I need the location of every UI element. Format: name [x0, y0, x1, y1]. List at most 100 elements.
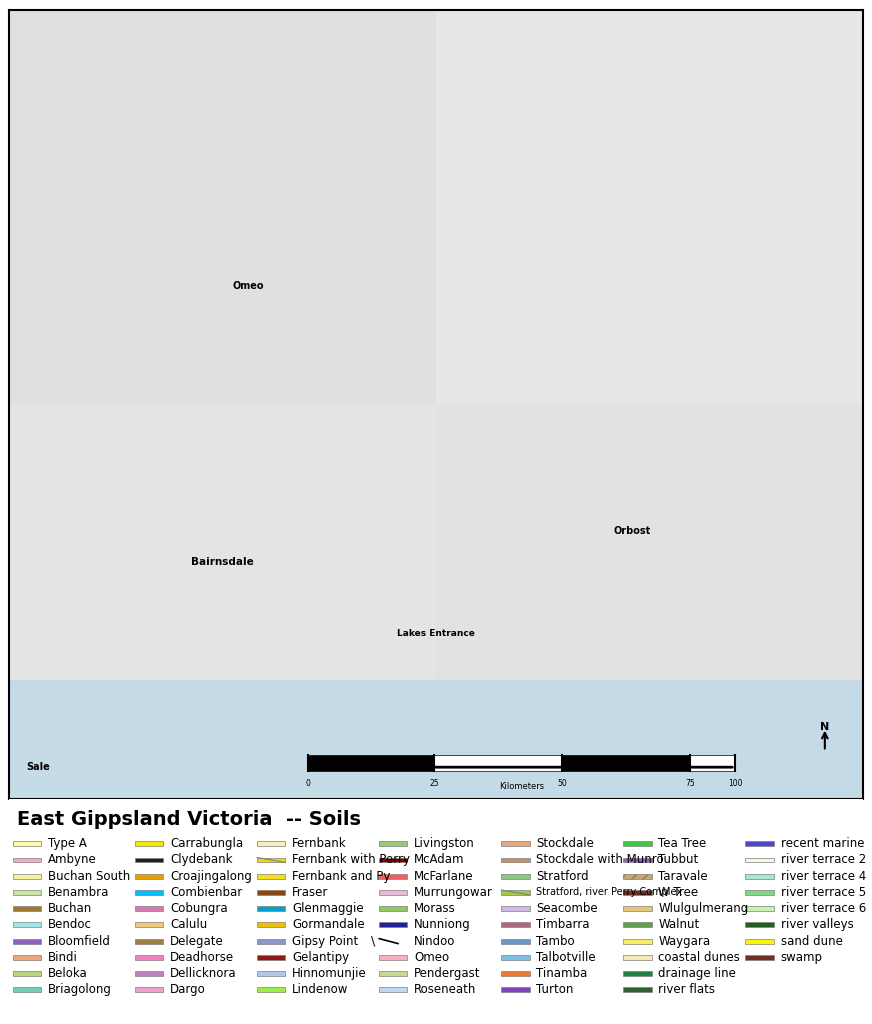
Text: Livingston: Livingston — [414, 838, 475, 850]
Bar — [135, 939, 163, 943]
Text: Fernbank: Fernbank — [292, 838, 347, 850]
Bar — [501, 873, 529, 879]
Bar — [257, 906, 285, 911]
Text: \: \ — [371, 935, 375, 947]
Text: 75: 75 — [685, 779, 695, 788]
Bar — [13, 954, 41, 959]
Text: Stratford, river Perry Complex: Stratford, river Perry Complex — [536, 888, 683, 897]
Bar — [13, 939, 41, 943]
Bar — [257, 842, 285, 846]
Text: Buchan: Buchan — [48, 902, 92, 915]
Text: Fernbank and Py: Fernbank and Py — [292, 869, 391, 883]
Bar — [257, 923, 285, 928]
Bar — [746, 923, 773, 928]
Bar — [9, 680, 863, 799]
Text: swamp: swamp — [780, 951, 822, 964]
Text: Fraser: Fraser — [292, 886, 329, 899]
Text: river valleys: river valleys — [780, 919, 854, 932]
Text: Gipsy Point: Gipsy Point — [292, 935, 358, 947]
Bar — [746, 906, 773, 911]
Bar — [135, 890, 163, 895]
Bar — [501, 906, 529, 911]
Text: Dargo: Dargo — [170, 983, 206, 996]
Bar — [623, 987, 651, 992]
Text: W Tree: W Tree — [658, 886, 698, 899]
Bar — [379, 971, 407, 976]
Bar — [257, 971, 285, 976]
Text: McFarlane: McFarlane — [414, 869, 473, 883]
Bar — [135, 842, 163, 846]
Bar — [501, 842, 529, 846]
Text: Combienbar: Combienbar — [170, 886, 242, 899]
Text: river flats: river flats — [658, 983, 715, 996]
Text: Beloka: Beloka — [48, 967, 88, 980]
Bar — [379, 923, 407, 928]
Text: Bendoc: Bendoc — [48, 919, 92, 932]
Bar — [257, 987, 285, 992]
Text: Waygara: Waygara — [658, 935, 711, 947]
Text: Omeo: Omeo — [414, 951, 449, 964]
Text: Clydebank: Clydebank — [170, 853, 233, 866]
Bar — [623, 857, 651, 862]
Bar — [501, 954, 529, 959]
Text: Tambo: Tambo — [536, 935, 575, 947]
Bar — [501, 923, 529, 928]
Text: Walnut: Walnut — [658, 919, 699, 932]
Text: Benambra: Benambra — [48, 886, 109, 899]
Bar — [257, 873, 285, 879]
Text: Ambyne: Ambyne — [48, 853, 97, 866]
Text: 25: 25 — [430, 779, 439, 788]
Bar — [135, 954, 163, 959]
Text: Bairnsdale: Bairnsdale — [191, 557, 254, 567]
Bar — [135, 857, 163, 862]
Bar — [13, 890, 41, 895]
Text: Carrabungla: Carrabungla — [170, 838, 243, 850]
Bar — [379, 857, 407, 862]
Text: Type A: Type A — [48, 838, 87, 850]
Bar — [379, 890, 407, 895]
Text: Gormandale: Gormandale — [292, 919, 364, 932]
Text: Morass: Morass — [414, 902, 456, 915]
Text: 100: 100 — [728, 779, 742, 788]
Text: Kilometers: Kilometers — [499, 782, 544, 791]
Bar — [379, 906, 407, 911]
Text: Talbotville: Talbotville — [536, 951, 596, 964]
Text: river terrace 2: river terrace 2 — [780, 853, 866, 866]
Bar — [379, 987, 407, 992]
Text: sand dune: sand dune — [780, 935, 842, 947]
Text: Tinamba: Tinamba — [536, 967, 588, 980]
Bar — [623, 873, 651, 879]
Text: Gelantipy: Gelantipy — [292, 951, 350, 964]
Text: East Gippsland Victoria  -- Soils: East Gippsland Victoria -- Soils — [17, 810, 361, 829]
Text: Sale: Sale — [26, 762, 50, 772]
Text: Orbost: Orbost — [614, 525, 651, 536]
Bar — [623, 890, 651, 895]
Text: Nindoo: Nindoo — [414, 935, 456, 947]
Bar — [135, 873, 163, 879]
Text: 0: 0 — [305, 779, 310, 788]
Text: Hinnomunjie: Hinnomunjie — [292, 967, 367, 980]
Text: river terrace 5: river terrace 5 — [780, 886, 866, 899]
Bar — [135, 987, 163, 992]
Text: Pendergast: Pendergast — [414, 967, 480, 980]
Text: Taravale: Taravale — [658, 869, 708, 883]
Bar — [501, 971, 529, 976]
Text: recent marine: recent marine — [780, 838, 864, 850]
Text: Stockdale with Munro: Stockdale with Munro — [536, 853, 664, 866]
Bar — [13, 873, 41, 879]
Text: Tea Tree: Tea Tree — [658, 838, 706, 850]
Text: Lakes Entrance: Lakes Entrance — [397, 629, 475, 638]
Bar — [13, 987, 41, 992]
Text: Stockdale: Stockdale — [536, 838, 594, 850]
Bar — [746, 939, 773, 943]
Bar — [746, 954, 773, 959]
Text: Murrungowar: Murrungowar — [414, 886, 494, 899]
Text: Cobungra: Cobungra — [170, 902, 228, 915]
Text: Wlulgulmerang: Wlulgulmerang — [658, 902, 749, 915]
Text: coastal dunes: coastal dunes — [658, 951, 740, 964]
Text: Seacombe: Seacombe — [536, 902, 598, 915]
Bar — [379, 954, 407, 959]
Bar — [746, 890, 773, 895]
Bar — [746, 873, 773, 879]
Text: Calulu: Calulu — [170, 919, 208, 932]
